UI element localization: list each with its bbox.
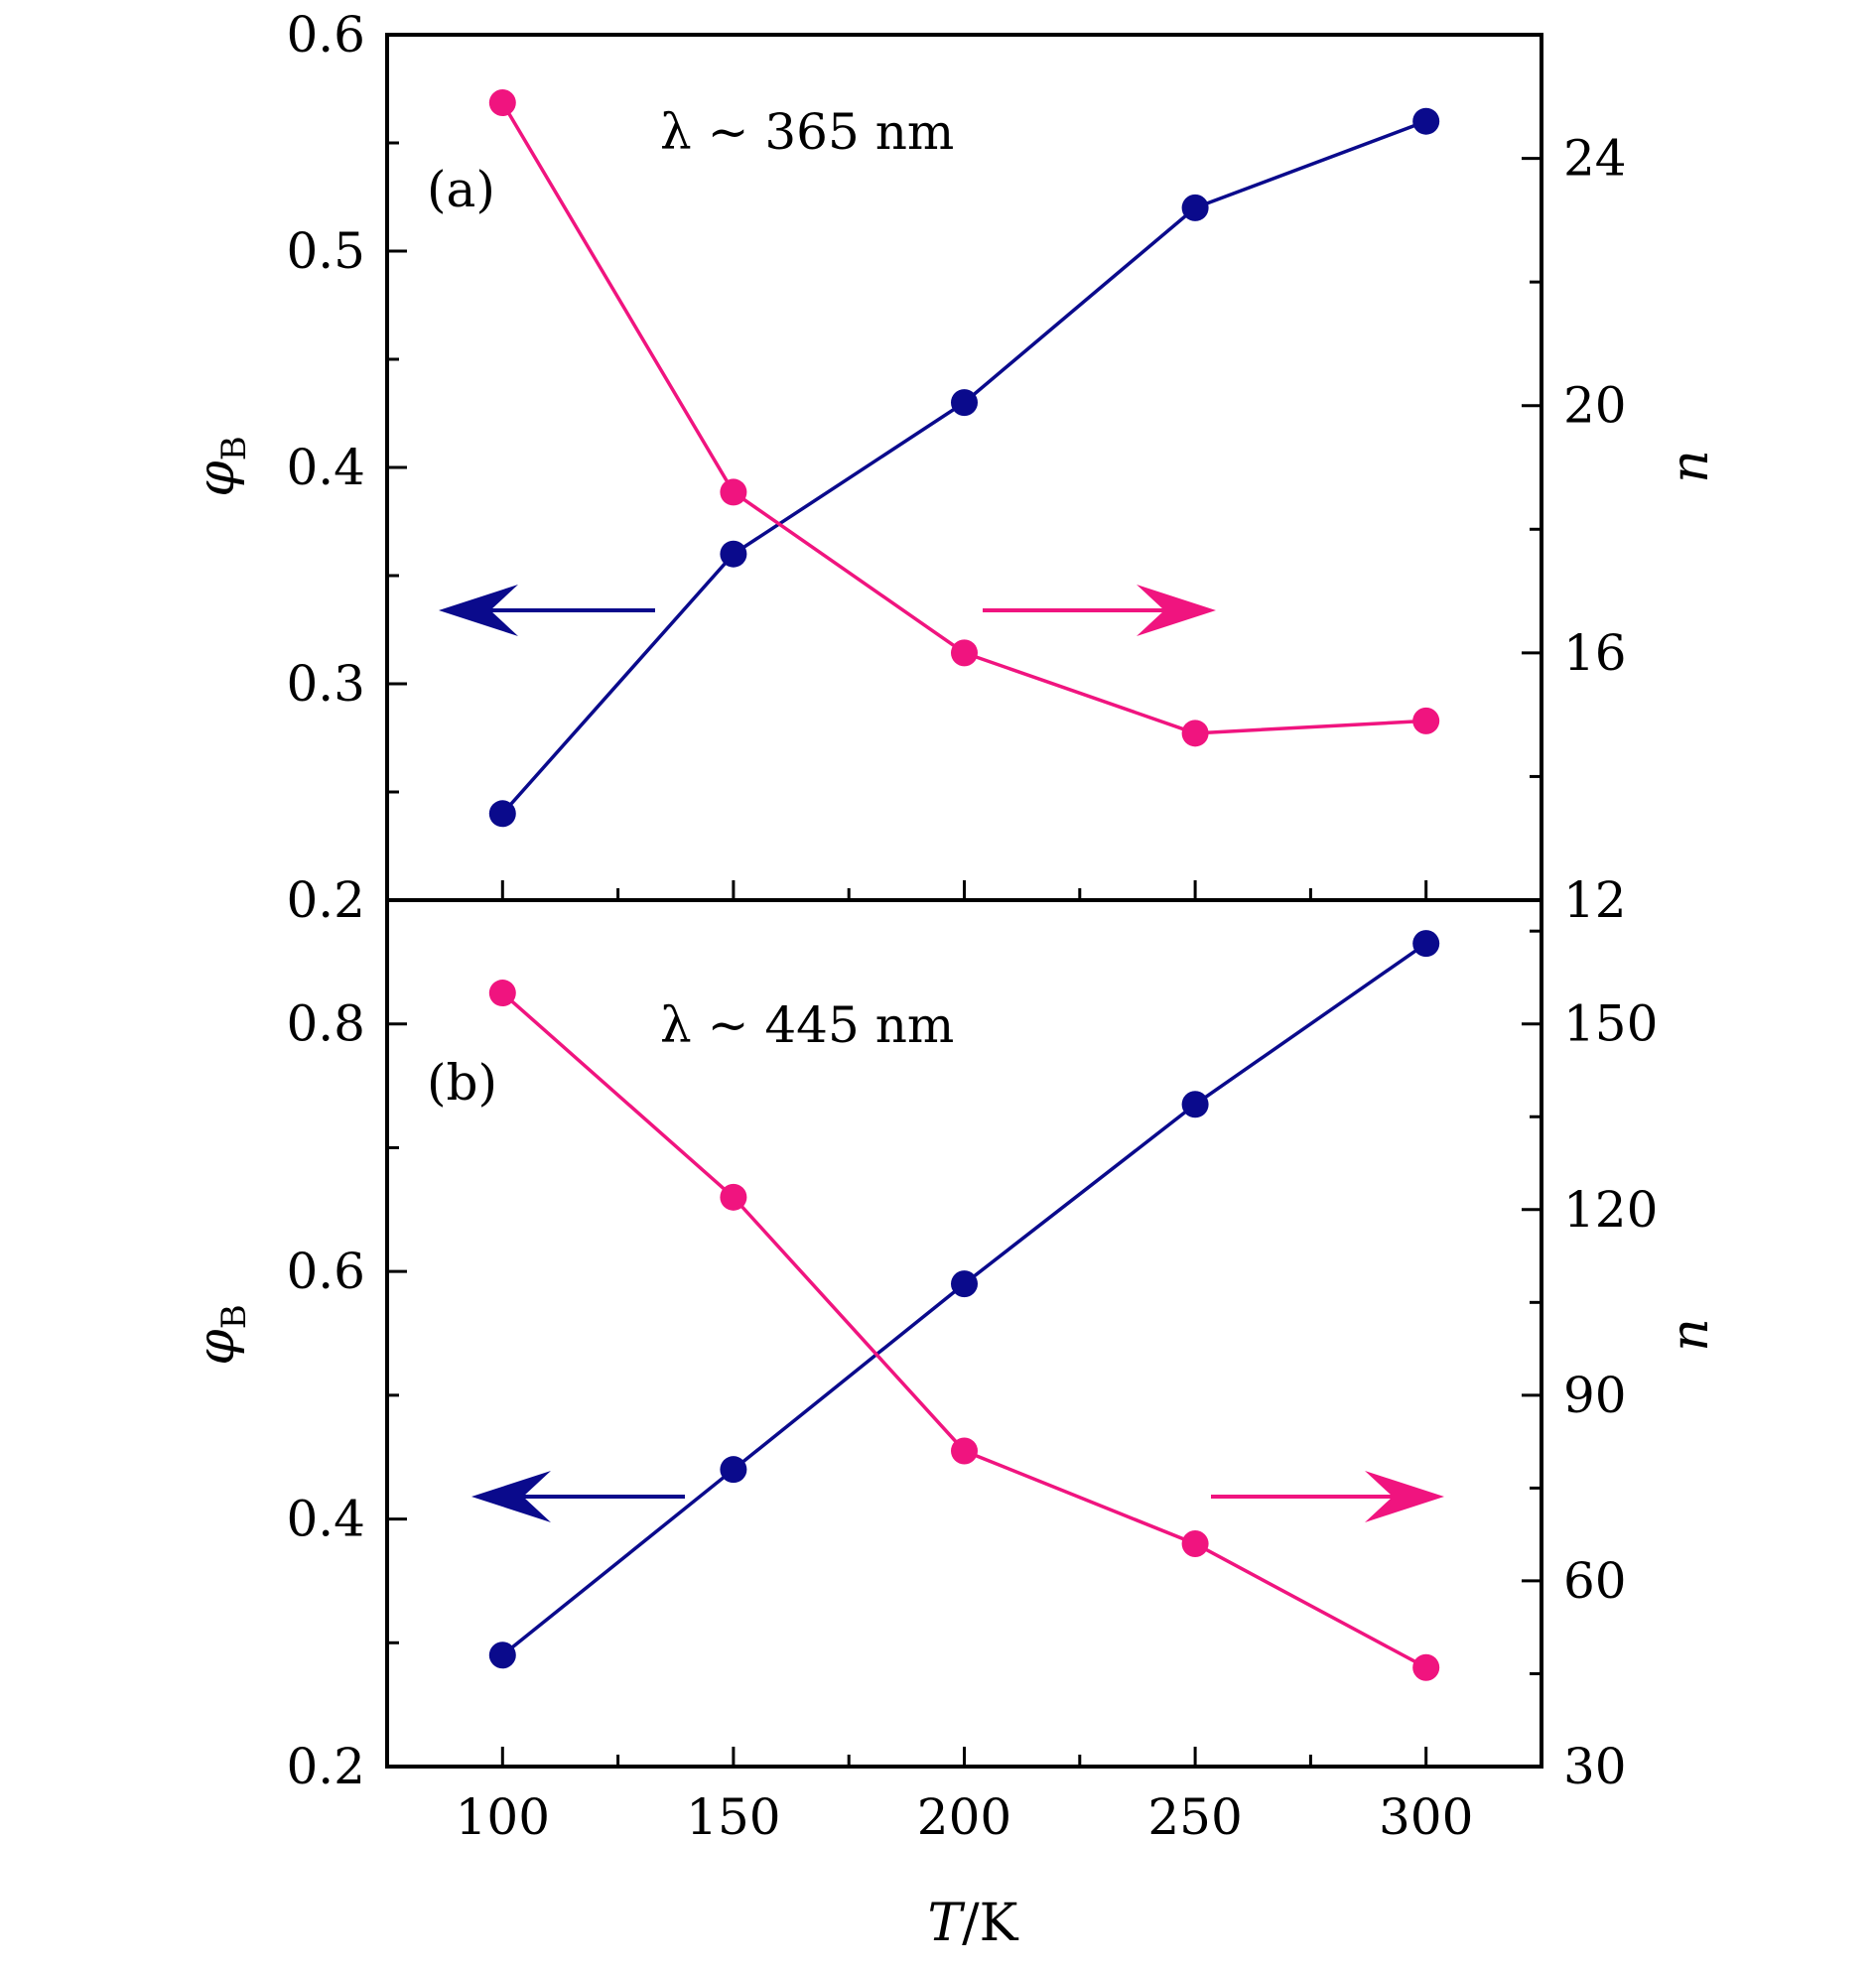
panel-a-series-left-line [500, 119, 1427, 815]
panel-a-left-tick-label: 0.6 [286, 6, 365, 64]
panel-a-series-left-point [1412, 107, 1440, 135]
panel-b-left-axis-title: φB [187, 1304, 254, 1365]
panel-a-right-tick-label: 24 [1563, 130, 1627, 188]
panel-a-left-tick-label: 0.4 [286, 439, 365, 496]
x-tick-label: 200 [917, 1788, 1011, 1846]
panel-b-right-tick-label: 90 [1563, 1367, 1627, 1424]
panel-b-series-left-point [1181, 1091, 1209, 1118]
panel-a-annotation: λ ~ 365 nm [660, 103, 954, 161]
panel-b-series-right-line [501, 991, 1427, 1669]
panel-a-label: (a) [427, 161, 495, 218]
panel-b-left-tick-label: 0.6 [286, 1243, 365, 1300]
panel-b-series-right-point [1412, 1653, 1440, 1681]
panel-a-series-left-point [488, 800, 516, 828]
panel-b-right-tick-label: 60 [1563, 1552, 1627, 1610]
panel-b-left-tick-label: 0.2 [286, 1738, 365, 1795]
panel-a-right-axis-arrow-head [1137, 585, 1216, 636]
panel-a-right-tick-label: 16 [1563, 624, 1627, 682]
panel-b-left-axis-sub: B [214, 1304, 254, 1329]
x-tick-label: 150 [686, 1788, 780, 1846]
panel-a-left-axis-symbol: φ [187, 460, 246, 497]
x-axis-title-unit: /K [962, 1894, 1019, 1953]
panel-b-left-tick-label: 0.4 [286, 1491, 365, 1548]
panel-a-series-right-point [488, 89, 516, 117]
panel-a-series-right-point [720, 478, 747, 506]
panel-b-series-left-point [1412, 930, 1440, 958]
panel-b-right-axis-title: n [1661, 1318, 1720, 1352]
x-axis-title: T/K [927, 1894, 1018, 1953]
panel-b-series-right-point [488, 980, 516, 1007]
panel-b-series-right-point [1181, 1530, 1209, 1558]
panel-b-right-tick-label: 150 [1563, 995, 1658, 1053]
panel-a-left-axis-arrow-head [439, 585, 518, 636]
panel-b-series-left-point [488, 1642, 516, 1669]
panel-b-series-left-line [501, 942, 1427, 1657]
panel-b-series-right-point [720, 1183, 747, 1211]
panel-a-left-tick-label: 0.2 [286, 871, 365, 929]
panel-a-series-left-point [1181, 194, 1209, 221]
panel-a-right-tick-label: 20 [1563, 377, 1627, 435]
panel-b-left-axis-arrow-head [471, 1471, 551, 1522]
panel-b-right-tick-label: 120 [1563, 1181, 1658, 1239]
panel-b-series-left-point [720, 1456, 747, 1484]
panel-b-left-tick-label: 0.8 [286, 995, 365, 1053]
panel-a-frame [385, 33, 1543, 902]
panel-b-series-left-point [951, 1270, 978, 1298]
x-tick-label: 100 [456, 1788, 550, 1846]
panel-a-right-tick-label: 12 [1563, 871, 1627, 929]
panel-a-series-right-line [500, 101, 1426, 735]
panel-a-left-tick-label: 0.3 [286, 655, 365, 713]
x-tick-label: 300 [1379, 1788, 1473, 1846]
panel-a: 0.2 0.3 0.4 0.5 0.6 12 16 20 24 (a) λ ~ 365 nm φ… [187, 6, 1720, 929]
panel-a-left-tick-label: 0.5 [286, 222, 365, 280]
panel-a-series-left-point [720, 540, 747, 568]
panel-b-annotation: λ ~ 445 nm [660, 996, 954, 1054]
panel-b-label: (b) [427, 1054, 497, 1112]
x-tick-label: 250 [1147, 1788, 1242, 1846]
panel-a-series-right-point [1412, 707, 1440, 734]
panel-a-series-right-point [951, 639, 978, 667]
x-axis-title-symbol: T [927, 1894, 965, 1953]
panel-b-left-axis-symbol: φ [187, 1329, 246, 1366]
panel-a-left-axis-title: φB [187, 436, 254, 496]
panel-b-right-tick-label: 30 [1563, 1738, 1627, 1795]
panel-a-series-left-point [951, 389, 978, 417]
panel-b-right-axis-arrow-head [1365, 1471, 1444, 1522]
panel-b-series-right-point [951, 1437, 978, 1465]
panel-a-series-right-point [1181, 720, 1209, 747]
panel-a-left-axis-sub: B [214, 436, 254, 460]
panel-a-right-axis-title: n [1661, 450, 1720, 483]
